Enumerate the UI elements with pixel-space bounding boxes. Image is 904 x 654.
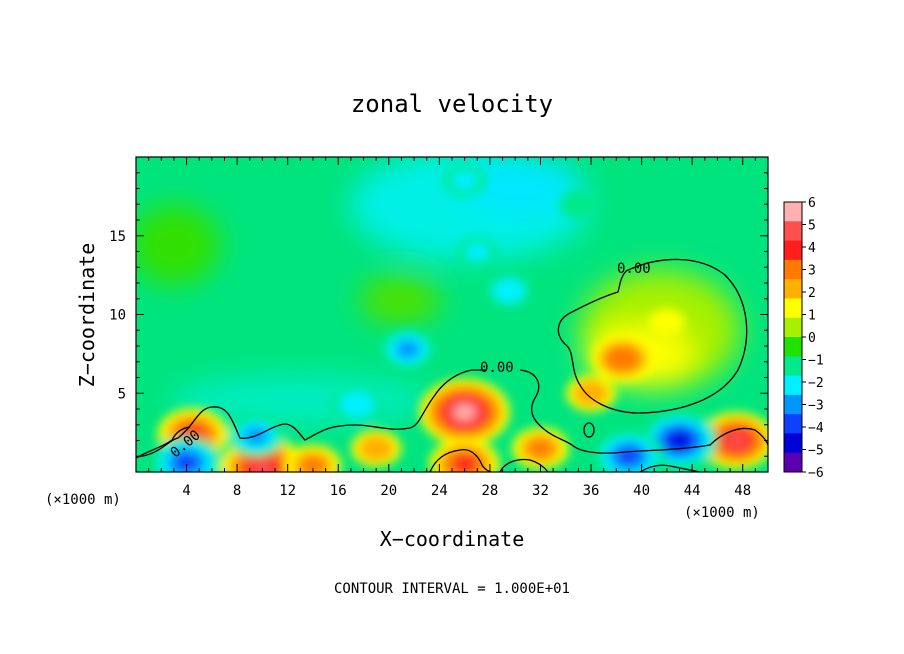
contour-loop-small (583, 422, 595, 438)
heatmap-feature (567, 195, 590, 213)
x-axis-label: X−coordinate (380, 527, 525, 551)
upper-cyan-region-2 (460, 157, 580, 215)
heatmap-feature (528, 439, 553, 458)
heatmap-feature (465, 242, 490, 261)
x-tick-label: 32 (532, 483, 549, 499)
x-tick-label: 24 (431, 483, 448, 499)
colorbar-tick-label: 5 (808, 219, 816, 234)
colorbar-tick-label: −6 (808, 466, 824, 481)
colorbar-swatch (784, 279, 802, 299)
y-axis-label: Z−coordinate (75, 243, 99, 388)
contour-loop-bottom-3 (639, 464, 701, 472)
colorbar-tick-label: 4 (808, 241, 816, 256)
colorbar-swatch (784, 202, 802, 222)
x-unit-note-right: (×1000 m) (684, 505, 760, 521)
x-tick-label: 20 (380, 483, 397, 499)
x-tick-label: 28 (481, 483, 498, 499)
heatmap-field (136, 157, 768, 472)
colorbar-swatch (784, 337, 802, 357)
y-tick-label: 15 (109, 229, 126, 245)
heatmap-feature (452, 455, 477, 472)
colorbar-swatch (784, 414, 802, 434)
colorbar-tick-label: −3 (808, 399, 824, 414)
colorbar-tick-label: −1 (808, 354, 824, 369)
colorbar-tick-label: 6 (808, 196, 816, 211)
x-tick-label: 16 (330, 483, 347, 499)
contour-labels: 0.00 0.00 0.00 (168, 261, 651, 461)
heatmap-feature (250, 458, 274, 472)
x-tick-label: 48 (734, 483, 751, 499)
colorbar-swatch (784, 240, 802, 261)
y-tick-label: 5 (118, 386, 126, 402)
colorbar-swatch (784, 375, 802, 396)
colorbar-tick-label: −2 (808, 376, 824, 391)
heatmap-feature (365, 440, 387, 457)
x-tick-label: 8 (233, 483, 241, 499)
contour-line-right-cell (557, 258, 748, 414)
x-tick-label: 44 (684, 483, 701, 499)
colorbar: 6 5 4 3 2 1 0 −1 −2 −3 −4 −5 −6 (783, 196, 824, 481)
contour-loop-bottom (429, 449, 493, 472)
contour-label: 0.00 (480, 360, 514, 376)
mid-green-region (360, 275, 440, 325)
x-unit-note-left: (×1000 m) (45, 492, 121, 508)
colorbar-swatch (784, 394, 802, 415)
heatmap-feature (451, 171, 478, 191)
heatmap-feature (174, 453, 199, 472)
colorbar-swatch (784, 259, 802, 280)
colorbar-tick-label: 1 (808, 309, 816, 324)
heatmap-feature (346, 396, 368, 413)
colorbar-swatch (784, 433, 802, 454)
contour-loop-bottom-2 (499, 458, 549, 472)
contour-loop-left (136, 426, 191, 459)
colorbar-tick-label: −4 (808, 421, 824, 436)
contour-interval-note: CONTOUR INTERVAL = 1.000E+01 (334, 581, 570, 597)
colorbar-tick-label: −5 (808, 444, 824, 459)
heatmap-feature (655, 314, 678, 331)
heatmap-feature (395, 340, 420, 359)
chart-title: zonal velocity (351, 90, 553, 118)
x-tick-label: 12 (279, 483, 296, 499)
heatmap-feature (499, 283, 519, 299)
heatmap-feature (612, 350, 633, 367)
y-tick-label: 10 (109, 308, 126, 324)
x-tick-label: 40 (633, 483, 650, 499)
colorbar-swatch (784, 452, 802, 473)
heatmap-feature (300, 456, 326, 472)
colorbar-tick-label: 2 (808, 286, 816, 301)
left-green-region (136, 205, 220, 285)
colorbar-swatch (784, 221, 802, 242)
x-tick-label: 4 (182, 483, 190, 499)
x-axis-ticks: 4 8 12 16 20 24 28 32 36 40 44 48 (148, 157, 769, 499)
heatmap-feature (617, 447, 641, 465)
contour-line-lower-boundary (136, 369, 768, 458)
contour-lines (136, 258, 768, 472)
heatmap-feature (669, 432, 691, 449)
colorbar-swatch (784, 356, 802, 377)
colorbar-tick-label: 3 (808, 264, 816, 279)
heatmap-feature (580, 385, 602, 402)
heatmap-feature (454, 404, 476, 420)
contour-label: 0.00 (617, 261, 651, 277)
colorbar-swatch (784, 298, 802, 319)
heatmap-feature (725, 432, 747, 449)
colorbar-swatch (784, 317, 802, 338)
x-tick-label: 36 (583, 483, 600, 499)
colorbar-tick-label: 0 (808, 331, 816, 346)
y-axis-ticks: 5 10 15 (109, 172, 768, 457)
